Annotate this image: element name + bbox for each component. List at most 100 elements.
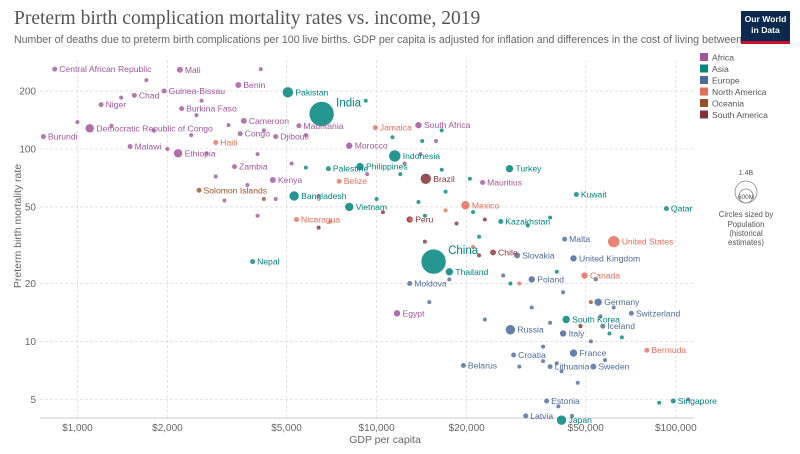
point-unlabeled[interactable]	[144, 78, 149, 83]
point-croatia[interactable]	[511, 352, 517, 358]
point-slovakia[interactable]	[514, 252, 521, 259]
point-unlabeled[interactable]	[245, 182, 250, 187]
point-kenya[interactable]	[269, 176, 276, 183]
point-unlabeled[interactable]	[561, 290, 566, 295]
point-unlabeled[interactable]	[408, 217, 413, 222]
point-bermuda[interactable]	[644, 347, 650, 353]
point-unlabeled[interactable]	[477, 253, 482, 258]
point-iceland[interactable]	[600, 323, 606, 329]
point-russia[interactable]	[505, 324, 516, 336]
point-guinea-bissau[interactable]	[161, 88, 167, 94]
point-unlabeled[interactable]	[477, 234, 482, 239]
point-india[interactable]	[308, 101, 335, 127]
point-brazil[interactable]	[419, 172, 432, 185]
point-unlabeled[interactable]	[416, 200, 421, 205]
point-unlabeled[interactable]	[439, 128, 444, 133]
point-unlabeled[interactable]	[363, 98, 368, 103]
point-unlabeled[interactable]	[303, 165, 308, 170]
point-pakistan[interactable]	[282, 86, 294, 99]
point-unlabeled[interactable]	[578, 324, 583, 329]
point-morocco[interactable]	[345, 141, 354, 150]
point-unlabeled[interactable]	[204, 151, 209, 156]
point-niger[interactable]	[98, 102, 104, 108]
point-unlabeled[interactable]	[316, 225, 321, 230]
legend-item-asia[interactable]: Asia	[700, 64, 729, 74]
point-unlabeled[interactable]	[517, 281, 522, 286]
point-unlabeled[interactable]	[603, 358, 608, 363]
point-switzerland[interactable]	[628, 310, 634, 316]
point-unlabeled[interactable]	[541, 359, 546, 364]
point-unlabeled[interactable]	[508, 281, 513, 286]
point-unlabeled[interactable]	[501, 273, 506, 278]
point-unlabeled[interactable]	[611, 305, 616, 310]
point-unlabeled[interactable]	[289, 161, 294, 166]
point-unlabeled[interactable]	[427, 300, 432, 305]
point-solomon-islands[interactable]	[196, 187, 202, 193]
point-unlabeled[interactable]	[554, 361, 559, 366]
point-belarus[interactable]	[460, 362, 466, 368]
point-unlabeled[interactable]	[471, 210, 476, 215]
point-unlabeled[interactable]	[390, 135, 395, 140]
point-malta[interactable]	[562, 236, 568, 242]
point-mauritius[interactable]	[480, 179, 486, 185]
point-unlabeled[interactable]	[75, 120, 80, 125]
point-unlabeled[interactable]	[443, 208, 448, 213]
point-mauritania[interactable]	[296, 123, 302, 129]
point-united-states[interactable]	[607, 235, 621, 248]
point-unlabeled[interactable]	[189, 133, 194, 138]
point-unlabeled[interactable]	[261, 128, 266, 133]
point-egypt[interactable]	[393, 309, 401, 318]
point-benin[interactable]	[235, 82, 242, 89]
point-unlabeled[interactable]	[575, 380, 580, 385]
point-france[interactable]	[569, 348, 578, 358]
point-unlabeled[interactable]	[151, 128, 156, 133]
point-unlabeled[interactable]	[273, 196, 278, 201]
point-united-kingdom[interactable]	[569, 254, 578, 263]
point-unlabeled[interactable]	[570, 413, 575, 418]
point-congo[interactable]	[237, 131, 243, 137]
point-nepal[interactable]	[250, 259, 256, 265]
point-unlabeled[interactable]	[439, 167, 444, 172]
point-unlabeled[interactable]	[194, 113, 199, 118]
point-burundi[interactable]	[40, 134, 46, 140]
point-unlabeled[interactable]	[365, 172, 370, 177]
point-moldova[interactable]	[407, 280, 413, 286]
point-unlabeled[interactable]	[554, 269, 559, 274]
point-bangladesh[interactable]	[288, 190, 300, 202]
point-unlabeled[interactable]	[418, 152, 423, 157]
point-unlabeled[interactable]	[434, 139, 439, 144]
point-unlabeled[interactable]	[593, 277, 598, 282]
point-unlabeled[interactable]	[328, 219, 333, 224]
point-unlabeled[interactable]	[529, 305, 534, 310]
point-cameroon[interactable]	[240, 117, 247, 124]
point-unlabeled[interactable]	[222, 198, 227, 203]
point-unlabeled[interactable]	[607, 331, 612, 336]
point-south-korea[interactable]	[561, 315, 571, 324]
point-unlabeled[interactable]	[517, 364, 522, 369]
point-unlabeled[interactable]	[454, 221, 459, 226]
point-japan[interactable]	[556, 414, 567, 426]
point-unlabeled[interactable]	[588, 300, 593, 305]
point-unlabeled[interactable]	[226, 123, 231, 128]
point-unlabeled[interactable]	[559, 369, 564, 374]
point-unlabeled[interactable]	[686, 397, 691, 402]
point-unlabeled[interactable]	[548, 215, 553, 220]
point-germany[interactable]	[593, 297, 603, 307]
point-singapore[interactable]	[670, 398, 676, 404]
point-unlabeled[interactable]	[420, 139, 425, 144]
point-unlabeled[interactable]	[398, 172, 403, 177]
point-unlabeled[interactable]	[548, 320, 553, 325]
point-unlabeled[interactable]	[447, 277, 452, 282]
point-nicaragua[interactable]	[294, 217, 300, 223]
point-unlabeled[interactable]	[255, 213, 260, 218]
legend-item-oceania[interactable]: Oceania	[700, 99, 744, 109]
point-philippines[interactable]	[355, 162, 365, 171]
point-unlabeled[interactable]	[556, 404, 561, 409]
legend-item-africa[interactable]: Africa	[700, 53, 734, 63]
point-turkey[interactable]	[505, 164, 514, 173]
point-thailand[interactable]	[445, 267, 454, 277]
point-unlabeled[interactable]	[588, 339, 593, 344]
point-chile[interactable]	[490, 249, 497, 256]
point-estonia[interactable]	[544, 398, 550, 404]
point-belize[interactable]	[336, 178, 342, 184]
